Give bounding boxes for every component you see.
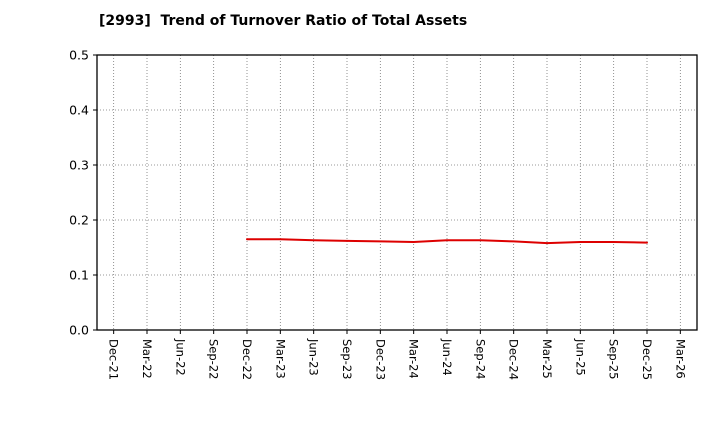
x-tick-label: Jun-24 xyxy=(440,338,454,376)
x-tick-label: Jun-22 xyxy=(173,338,187,376)
x-tick-label: Dec-23 xyxy=(373,339,387,380)
plot-area xyxy=(97,55,697,330)
series-line xyxy=(246,238,648,245)
plot-border xyxy=(96,54,698,331)
x-tick-label: Mar-25 xyxy=(540,339,554,379)
x-tick-label: Jun-23 xyxy=(307,338,321,376)
y-tick-label: 0.2 xyxy=(69,213,89,228)
x-tick-label: Sep-23 xyxy=(340,339,354,379)
x-tick-label: Mar-24 xyxy=(407,339,421,379)
x-tick-label: Sep-24 xyxy=(473,339,487,379)
chart-title: [2993] Trend of Turnover Ratio of Total … xyxy=(99,13,468,29)
x-tick-label: Mar-26 xyxy=(673,339,687,379)
x-tick-label: Dec-21 xyxy=(107,339,121,380)
x-tick-label: Sep-25 xyxy=(607,339,621,379)
x-tick-label: Jun-25 xyxy=(573,338,587,376)
x-tick-label: Dec-25 xyxy=(640,339,654,380)
y-tick-label: 0.5 xyxy=(69,48,89,63)
x-tick-label: Dec-22 xyxy=(240,339,254,380)
y-tick-label: 0.3 xyxy=(69,158,89,173)
y-tick-label: 0.1 xyxy=(69,268,89,283)
y-tick-label: 0.0 xyxy=(69,323,89,338)
x-tick-label: Sep-22 xyxy=(207,339,221,379)
x-tick-label: Mar-22 xyxy=(140,339,154,379)
y-tick-label: 0.4 xyxy=(69,103,89,118)
x-tick-label: Mar-23 xyxy=(273,339,287,379)
x-tick-label: Dec-24 xyxy=(507,339,521,380)
